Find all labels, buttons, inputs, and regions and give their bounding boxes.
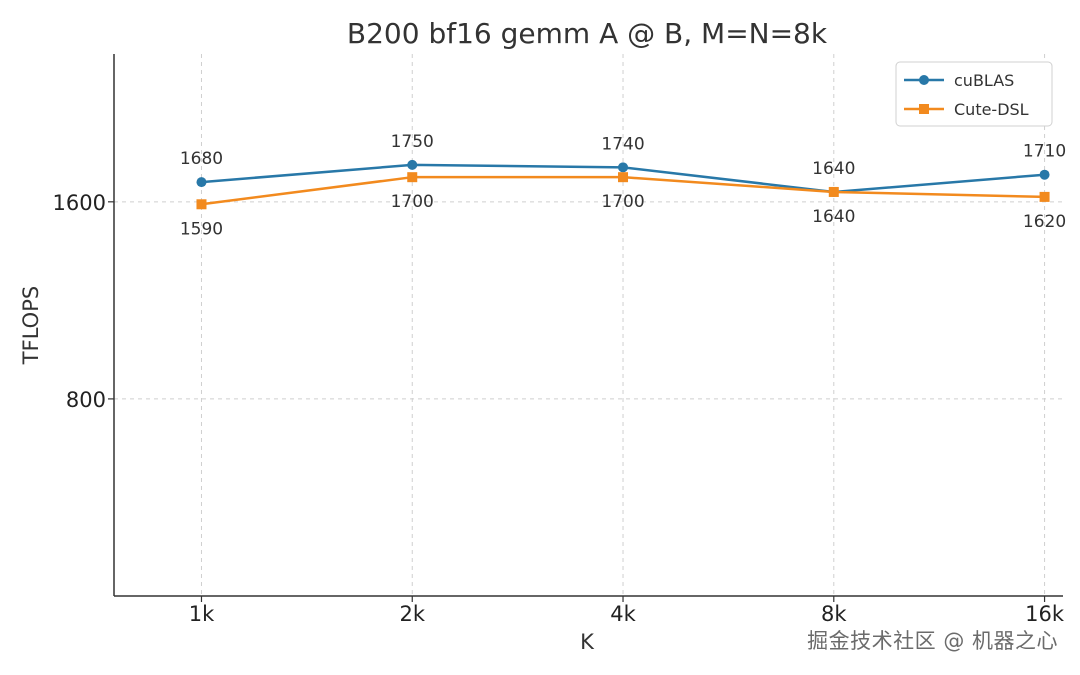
data-point [196, 199, 207, 210]
x-tick-label: 2k [399, 602, 425, 626]
watermark: 掘金技术社区 @ 机器之心 [807, 629, 1058, 653]
data-label: 1640 [812, 207, 855, 227]
data-point [828, 186, 839, 197]
y-axis-label: TFLOPS [19, 286, 43, 365]
data-label: 1680 [180, 149, 223, 169]
data-label: 1640 [812, 159, 855, 179]
data-point [618, 162, 629, 173]
y-tick-label: 800 [66, 388, 106, 412]
data-label: 1620 [1023, 212, 1066, 232]
data-point [407, 172, 418, 183]
legend: cuBLAS Cute-DSL [895, 61, 1053, 127]
data-point [618, 172, 629, 183]
chart-title: B200 bf16 gemm A @ B, M=N=8k [347, 17, 828, 50]
data-point [1039, 191, 1050, 202]
data-label: 1740 [601, 134, 644, 154]
data-label: 1590 [180, 219, 223, 239]
grid-lines [114, 54, 1063, 596]
data-label: 1750 [391, 132, 434, 152]
y-tick-label: 1600 [53, 191, 106, 215]
data-point [1039, 169, 1050, 180]
x-tick-label: 16k [1025, 602, 1065, 626]
data-point [196, 177, 207, 188]
legend-marker [919, 104, 929, 114]
data-labels: 1680 1750 1740 1640 1710 1590 1700 1700 1640 1620 [180, 132, 1066, 239]
x-tick-label: 1k [189, 602, 215, 626]
legend-label: cuBLAS [954, 71, 1014, 90]
x-tick-label: 4k [610, 602, 636, 626]
axes [113, 54, 1063, 597]
data-point [407, 159, 418, 170]
x-tick-label: 8k [821, 602, 847, 626]
legend-marker [919, 75, 929, 85]
data-label: 1710 [1023, 142, 1066, 162]
series-layer [196, 159, 1050, 210]
legend-label: Cute-DSL [954, 100, 1029, 119]
x-axis-label: K [580, 630, 595, 654]
data-label: 1700 [601, 192, 644, 212]
tick-labels: 1k 2k 4k 8k 16k 800 1600 [53, 191, 1065, 626]
data-label: 1700 [391, 192, 434, 212]
